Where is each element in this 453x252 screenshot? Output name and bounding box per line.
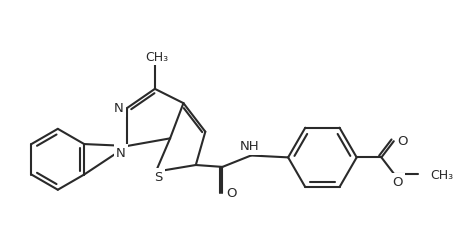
Text: O: O [227,186,237,199]
Text: N: N [114,102,124,115]
Text: O: O [392,175,403,188]
Text: O: O [397,134,408,147]
Text: S: S [154,170,163,183]
Text: NH: NH [239,140,259,153]
Text: N: N [116,147,125,160]
Text: CH₃: CH₃ [145,51,169,64]
Text: CH₃: CH₃ [430,168,453,181]
